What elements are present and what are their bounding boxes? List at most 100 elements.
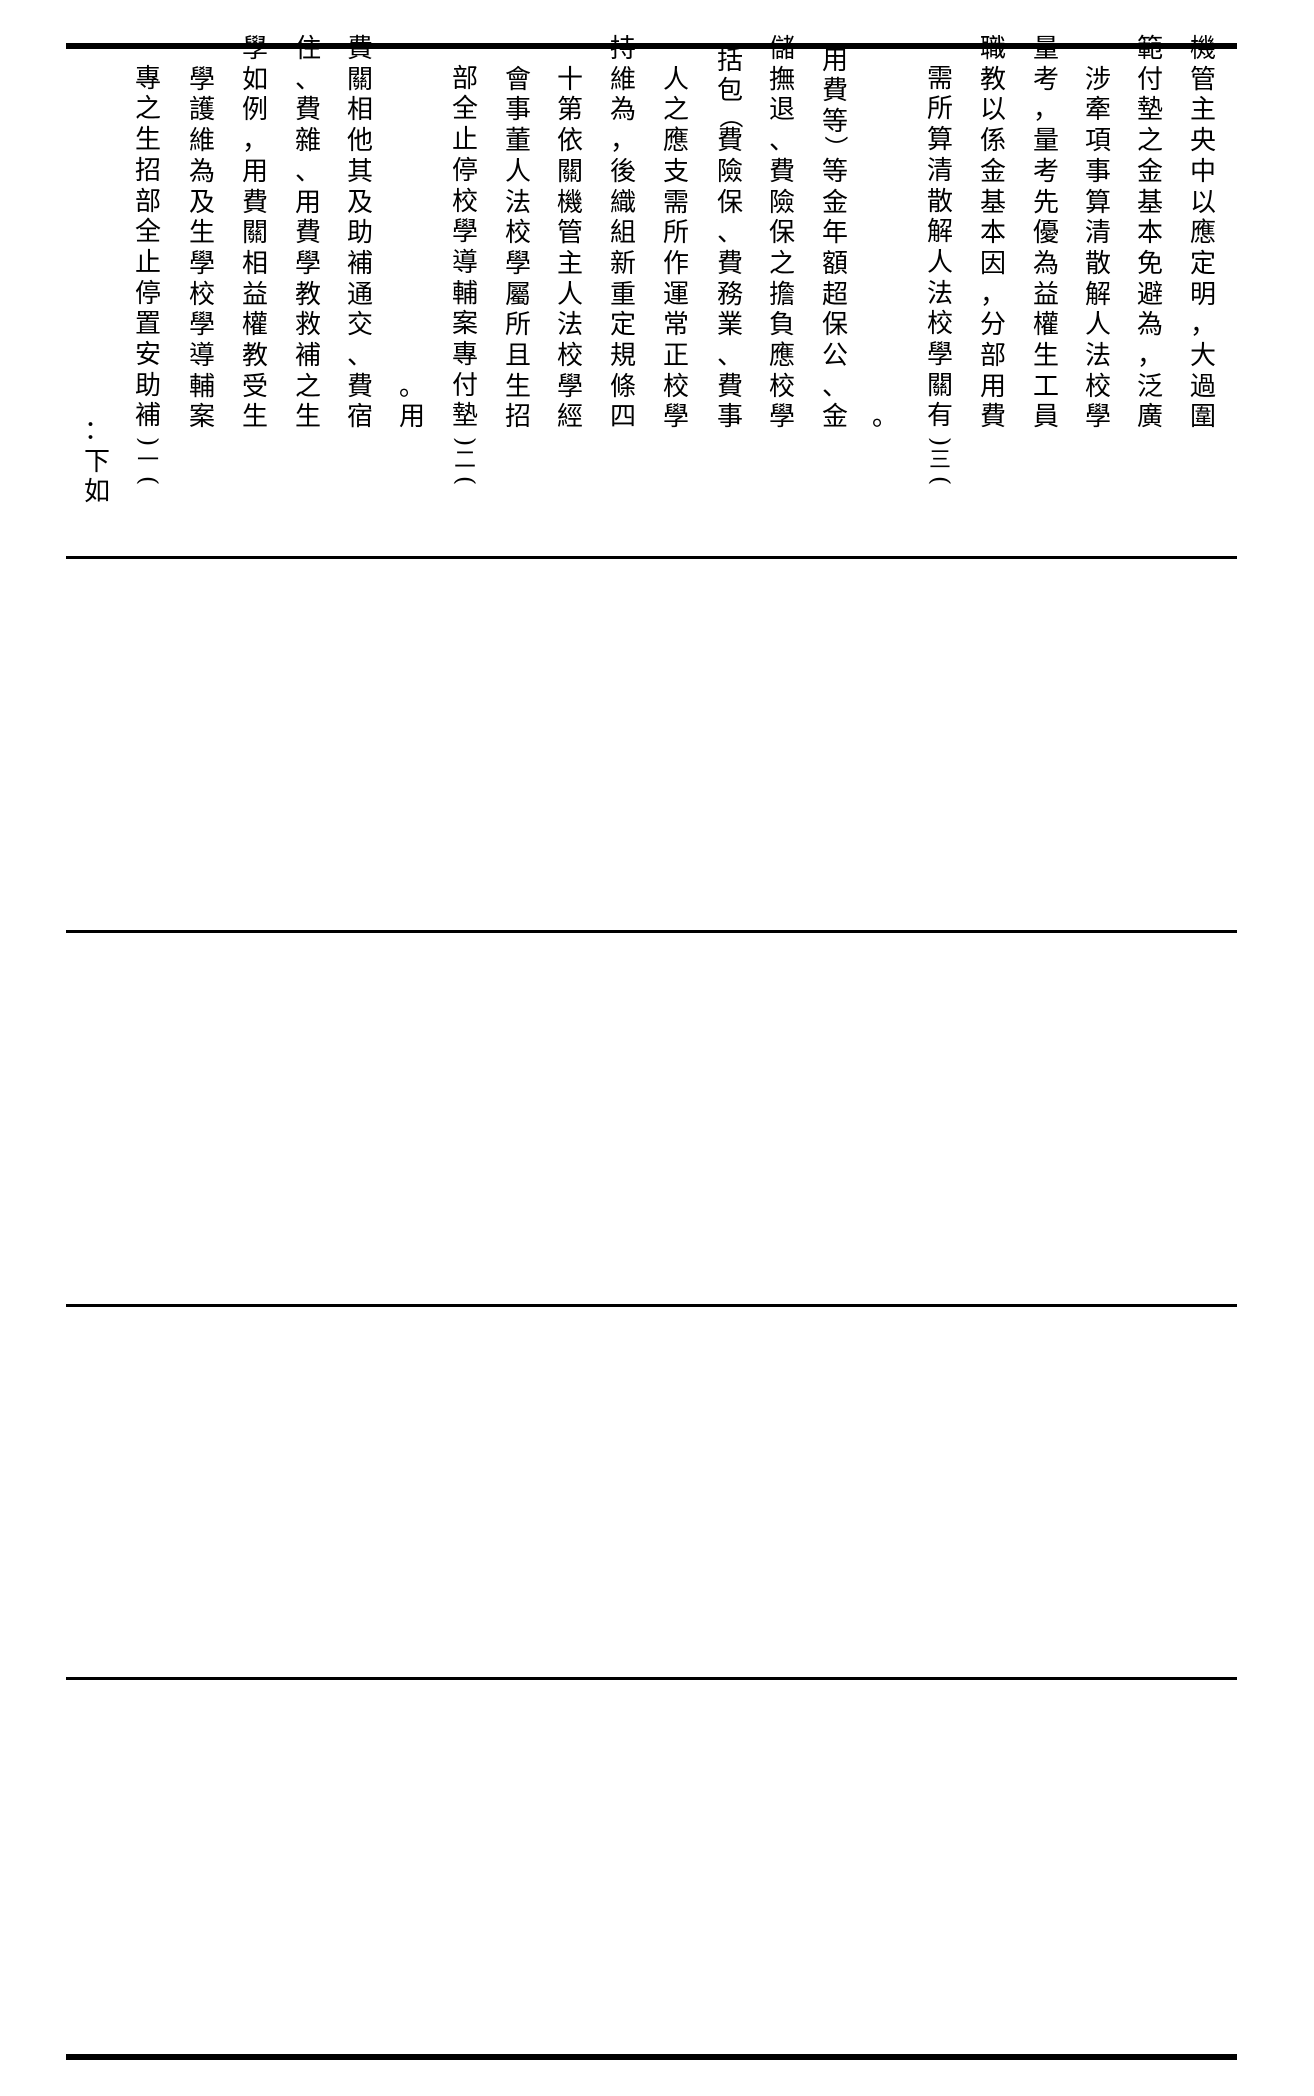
character: 圍 — [1189, 402, 1216, 433]
character: 他 — [346, 126, 373, 157]
character: 、 — [294, 64, 321, 95]
character: 依 — [556, 126, 583, 157]
character: 退 — [768, 95, 795, 126]
character: 下 — [83, 446, 110, 477]
intro-text: 如下： — [81, 50, 113, 508]
character: 機 — [1189, 34, 1216, 65]
character: 超 — [821, 279, 848, 310]
character: 受 — [241, 371, 268, 402]
character: 法 — [1084, 340, 1111, 371]
character: 廣 — [1136, 402, 1163, 433]
character: 之 — [1136, 126, 1163, 157]
character: 相 — [241, 248, 268, 279]
character: 、 — [346, 340, 373, 371]
character: 屬 — [504, 279, 531, 310]
character: 撫 — [768, 64, 795, 95]
character: 範 — [1136, 34, 1163, 65]
character: 散 — [926, 186, 953, 217]
table-bottom-border — [66, 2054, 1237, 2060]
item-2-line: 招生且所屬學校法人董事會 — [502, 50, 534, 433]
character: 例 — [241, 95, 268, 126]
character: 法 — [504, 187, 531, 218]
character: 部 — [134, 186, 161, 217]
character: 費 — [716, 126, 743, 157]
character: 務 — [716, 279, 743, 310]
character: 保 — [716, 187, 743, 218]
character: 以 — [979, 95, 1006, 126]
character: 學 — [556, 371, 583, 402]
character: 校 — [926, 309, 953, 340]
character: 為 — [188, 156, 215, 187]
character: 新 — [609, 248, 636, 279]
character: 及 — [346, 187, 373, 218]
character: 所 — [504, 310, 531, 341]
character: 用 — [821, 45, 848, 76]
character: 補 — [134, 401, 161, 432]
character: 為 — [609, 95, 636, 126]
character: 生 — [241, 402, 268, 433]
item-3-line: 費用部分，因本基金係以教職 — [977, 34, 1009, 433]
character: 經 — [556, 402, 583, 433]
character: 管 — [1189, 64, 1216, 95]
character: 本 — [1136, 218, 1163, 249]
character: 等 — [821, 156, 848, 187]
character: 權 — [1032, 310, 1059, 341]
character: 本 — [979, 218, 1006, 249]
character: 維 — [609, 64, 636, 95]
character: 停 — [451, 155, 478, 186]
character: 專 — [134, 63, 161, 94]
character: 之 — [768, 248, 795, 279]
character: 費 — [294, 218, 321, 249]
character: 導 — [451, 247, 478, 278]
character: 等 — [821, 107, 848, 138]
character: ) — [134, 436, 163, 447]
character: 人 — [1084, 310, 1111, 341]
character: 學 — [188, 248, 215, 279]
character: 正 — [662, 340, 689, 371]
character: 所 — [926, 94, 953, 125]
character: 雜 — [294, 126, 321, 157]
character: 主 — [556, 248, 583, 279]
character: 補 — [294, 340, 321, 371]
character: 清 — [926, 155, 953, 186]
character: 費 — [346, 371, 373, 402]
character: 費 — [716, 248, 743, 279]
character: 會 — [504, 64, 531, 95]
character: 學 — [662, 402, 689, 433]
character: 為 — [1032, 248, 1059, 279]
item-1-line: 用。 — [396, 50, 428, 433]
character: 重 — [609, 279, 636, 310]
character: 校 — [662, 371, 689, 402]
character: 員 — [1032, 402, 1059, 433]
character: 年 — [821, 218, 848, 249]
character: 括 — [716, 45, 743, 76]
character: 用 — [241, 156, 268, 187]
character: 織 — [609, 187, 636, 218]
character: 其 — [346, 156, 373, 187]
character: 招 — [134, 155, 161, 186]
character: 應 — [768, 340, 795, 371]
character: 學 — [188, 310, 215, 341]
character: 住 — [294, 34, 321, 65]
character: 、 — [716, 340, 743, 371]
character: 作 — [662, 248, 689, 279]
character: 助 — [134, 370, 161, 401]
character: ， — [1032, 95, 1059, 126]
character: 學 — [241, 34, 268, 65]
character: 用 — [398, 402, 425, 433]
character: 用 — [979, 371, 1006, 402]
character: 學 — [504, 248, 531, 279]
character: 法 — [556, 310, 583, 341]
character: 職 — [979, 34, 1006, 65]
character: 以 — [1189, 187, 1216, 218]
character: 止 — [451, 125, 478, 156]
character: 補 — [346, 248, 373, 279]
character: 人 — [504, 156, 531, 187]
character: 三 — [928, 448, 951, 473]
character: 金 — [979, 156, 1006, 187]
character: 相 — [346, 95, 373, 126]
character: 避 — [1136, 279, 1163, 310]
character: 事 — [1084, 156, 1111, 187]
character: ) — [451, 436, 480, 447]
item-3-line: 圍過大，明定應以中央主管機 — [1187, 34, 1219, 433]
